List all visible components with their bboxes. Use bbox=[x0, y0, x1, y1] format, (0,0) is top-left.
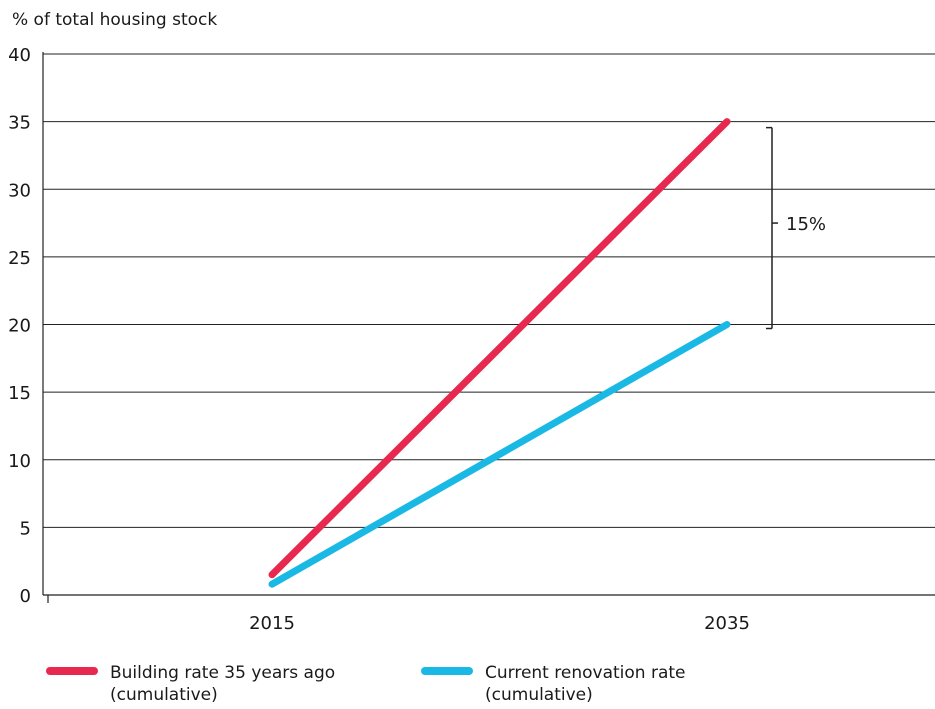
axes bbox=[43, 52, 935, 603]
y-tick-label: 35 bbox=[8, 113, 31, 134]
y-tick-label: 20 bbox=[8, 316, 31, 337]
y-tick-label: 10 bbox=[8, 451, 31, 472]
x-axis-ticks: 2015 2035 bbox=[249, 613, 750, 634]
y-tick-label: 30 bbox=[8, 180, 31, 201]
annotation-label: 15% bbox=[786, 214, 826, 235]
y-tick-label: 25 bbox=[8, 248, 31, 269]
y-tick-label: 5 bbox=[20, 518, 31, 539]
legend-item-1: Building rate 35 years ago(cumulative) bbox=[50, 663, 335, 705]
series-lines bbox=[272, 122, 727, 585]
y-tick-label: 0 bbox=[20, 586, 31, 607]
legend-label: (cumulative) bbox=[110, 685, 218, 705]
legend-label: Building rate 35 years ago bbox=[110, 663, 335, 683]
x-tick-label: 2035 bbox=[704, 613, 750, 634]
y-tick-label: 40 bbox=[8, 45, 31, 66]
series-line-2 bbox=[272, 325, 727, 585]
bracket-annotation bbox=[766, 128, 778, 329]
y-axis-ticks: 0 5 10 15 20 25 30 35 40 bbox=[8, 45, 31, 607]
y-tick-label: 15 bbox=[8, 383, 31, 404]
legend-label: Current renovation rate bbox=[485, 663, 685, 683]
legend-item-2: Current renovation rate(cumulative) bbox=[425, 663, 685, 705]
legend-label: (cumulative) bbox=[485, 685, 593, 705]
legend: Building rate 35 years ago(cumulative)Cu… bbox=[50, 663, 685, 705]
y-axis-title: % of total housing stock bbox=[12, 10, 217, 30]
x-tick-label: 2015 bbox=[249, 613, 295, 634]
annotations: 15% bbox=[766, 128, 826, 329]
